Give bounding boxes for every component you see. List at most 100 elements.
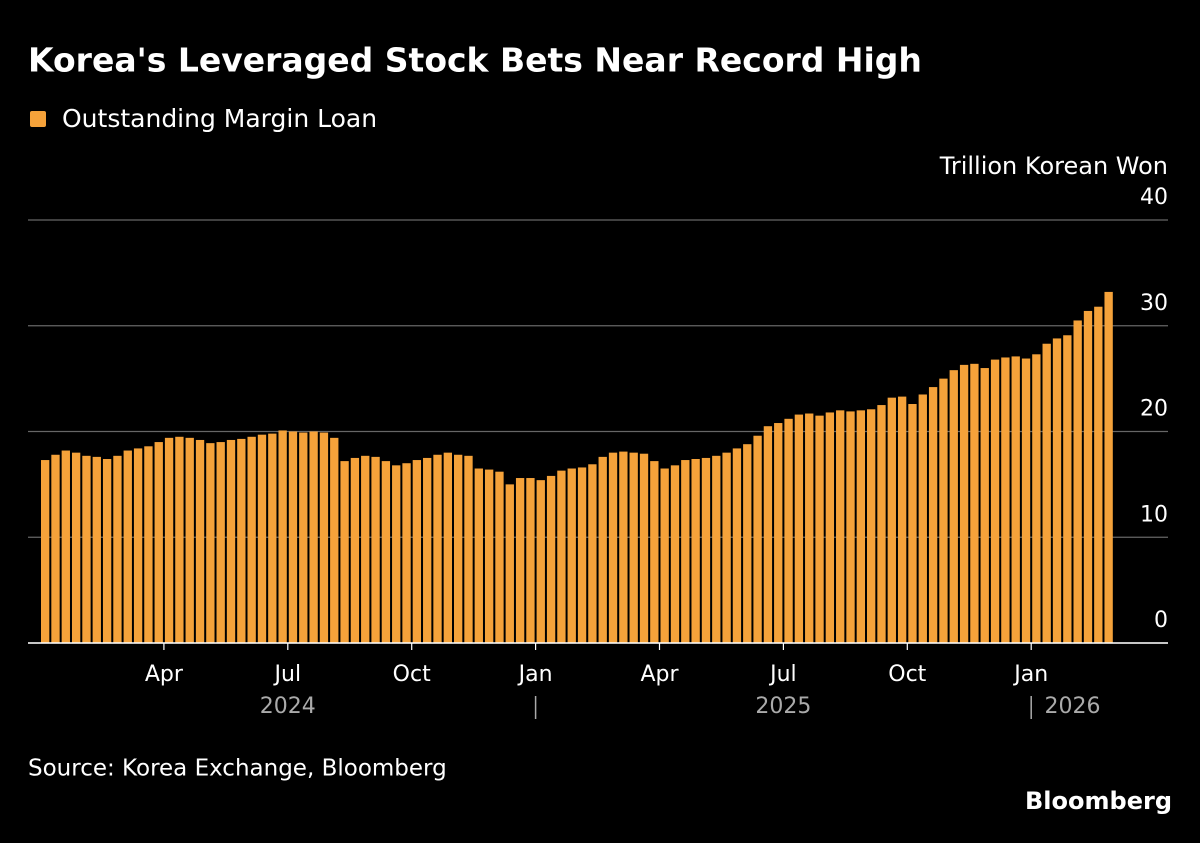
bar (639, 453, 649, 643)
bar (309, 431, 318, 643)
y-axis-label: Trillion Korean Won (939, 152, 1168, 180)
bar (278, 430, 287, 643)
bar (629, 452, 638, 643)
bar (154, 442, 163, 643)
bar (402, 463, 411, 643)
bar (825, 412, 835, 643)
bar (268, 433, 277, 643)
bar (1104, 291, 1113, 643)
bar (867, 409, 876, 643)
y-tick-label: 40 (1140, 185, 1168, 210)
bar (505, 484, 514, 643)
bar (330, 437, 339, 643)
bar (484, 469, 494, 643)
bar (608, 452, 618, 643)
bar (92, 456, 101, 643)
bar (515, 478, 525, 643)
x-tick-label: Jul (768, 662, 797, 687)
bar (691, 458, 700, 643)
source: Source: Korea Exchange, Bloomberg (28, 756, 447, 782)
bar (949, 370, 958, 643)
x-tick-label: Apr (145, 662, 184, 687)
y-tick-label: 30 (1140, 291, 1168, 316)
bar (1042, 343, 1051, 643)
bar (1052, 338, 1062, 643)
bar (495, 471, 504, 643)
bar (763, 426, 773, 643)
bar (123, 450, 132, 643)
x-tick-label: Jan (1012, 662, 1048, 687)
bar (577, 467, 587, 643)
bar (41, 460, 50, 643)
bar (340, 461, 349, 643)
bar (774, 423, 783, 643)
bar (1032, 354, 1041, 643)
bar (526, 478, 535, 643)
bar (443, 452, 452, 643)
bar (164, 437, 174, 643)
bar (805, 413, 814, 643)
bar (288, 431, 298, 643)
bar (113, 455, 122, 643)
bar (856, 410, 865, 643)
bar (371, 456, 380, 643)
year-label: 2024 (260, 694, 316, 719)
bar (722, 452, 731, 643)
bar (918, 394, 927, 643)
bar (536, 480, 545, 643)
bar (887, 397, 896, 643)
bar (319, 432, 329, 643)
bar (133, 448, 143, 643)
bar (836, 410, 845, 643)
x-tick-label: Oct (393, 662, 431, 687)
bar (794, 414, 804, 643)
bar (454, 454, 463, 643)
year-label: 2026 (1045, 694, 1101, 719)
bar (959, 364, 969, 643)
bar (557, 470, 566, 643)
bar (753, 435, 762, 643)
bar (660, 468, 669, 643)
bar (980, 368, 989, 643)
bar (701, 457, 711, 643)
bar (392, 465, 401, 643)
bar (257, 434, 267, 643)
x-tick-label: Jan (517, 662, 553, 687)
bar (299, 432, 308, 643)
bar (412, 460, 422, 643)
bar (970, 363, 979, 643)
bar (877, 405, 886, 643)
bar (990, 359, 1000, 643)
y-tick-label: 20 (1140, 397, 1168, 422)
bar (650, 461, 659, 643)
bar (1011, 356, 1020, 643)
bar (474, 468, 483, 643)
bar (237, 438, 246, 643)
bar (195, 439, 205, 643)
bar (361, 455, 370, 643)
bar (433, 454, 442, 643)
x-tick-label: Oct (888, 662, 926, 687)
bar (846, 411, 855, 643)
year-label: 2025 (755, 694, 811, 719)
bar (226, 439, 236, 643)
bar (423, 457, 432, 643)
bar (175, 436, 184, 643)
bar (350, 457, 360, 643)
bar (939, 378, 948, 643)
bar (598, 456, 607, 643)
bar (897, 396, 907, 643)
x-tick-label: Apr (640, 662, 679, 687)
bar (712, 455, 721, 643)
bar (1021, 358, 1031, 643)
bar (619, 451, 628, 643)
bar (743, 444, 752, 643)
bar (247, 436, 256, 643)
bar (670, 465, 680, 643)
bar (71, 452, 81, 643)
bar (185, 437, 194, 643)
bar (1063, 335, 1072, 643)
bar (61, 450, 70, 643)
